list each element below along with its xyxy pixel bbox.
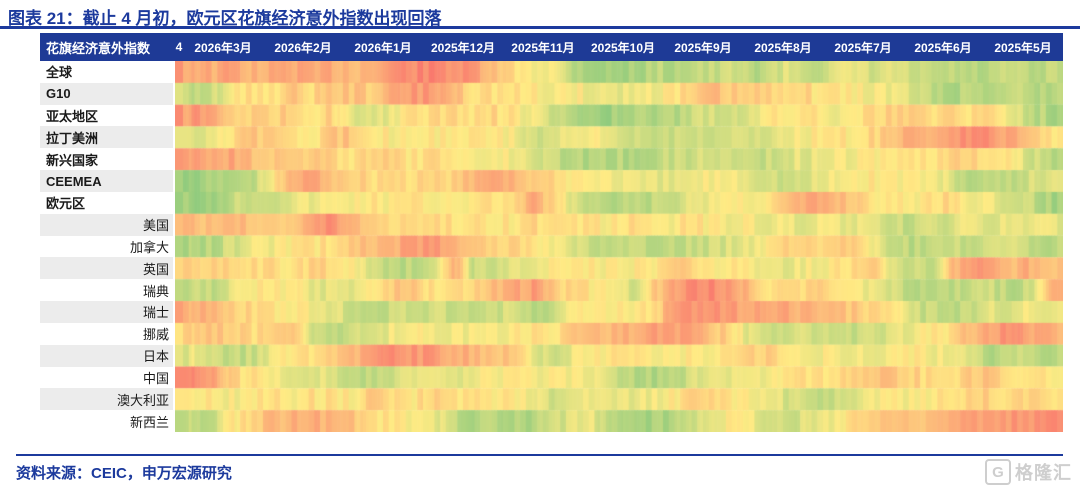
gelonghui-logo-icon: G xyxy=(985,459,1011,485)
row-label-G10: G10 xyxy=(40,82,173,105)
index-name-header: 花旗经济意外指数 xyxy=(46,40,151,56)
month-header: 2025年12月 xyxy=(430,40,496,55)
row-label-瑞典: 瑞典 xyxy=(142,283,169,299)
month-header: 2025年9月 xyxy=(674,40,732,55)
heatmap-canvas xyxy=(175,61,1063,432)
row-label-瑞士: 瑞士 xyxy=(40,301,173,323)
april-stub-header: 4 xyxy=(175,40,183,54)
row-label-加拿大: 加拿大 xyxy=(129,239,169,255)
month-header: 2026年3月 xyxy=(194,40,252,55)
row-label-column: 全球 G10 亚太地区 拉丁美洲新兴国家 CEEMEA 欧元区 美国加拿大英国瑞典瑞士挪威日… xyxy=(40,61,173,432)
figure-title: 图表 21：截止 4 月初，欧元区花旗经济意外指数出现回落 xyxy=(8,9,442,28)
month-header: 2025年8月 xyxy=(754,40,812,55)
row-label-新西兰: 新西兰 xyxy=(129,414,169,430)
heatmap-header-bar: 花旗经济意外指数 4 2026年3月 2026年2月 2026年1月 2025年12月… xyxy=(40,33,1063,61)
row-label-日本: 日本 xyxy=(40,344,173,367)
row-label-CEEMEA: CEEMEA xyxy=(40,170,173,192)
row-label-亚太地区: 亚太地区 xyxy=(46,109,99,125)
month-header: 2025年11月 xyxy=(511,40,575,55)
month-header: 2025年10月 xyxy=(590,40,656,55)
title-underline xyxy=(0,26,1080,29)
footer-divider xyxy=(16,454,1063,456)
month-header: 2025年5月 xyxy=(994,40,1052,55)
month-header: 2026年2月 xyxy=(274,40,332,55)
gelonghui-watermark: G 格隆汇 xyxy=(985,459,1072,485)
row-label-美国: 美国 xyxy=(40,213,173,236)
gelonghui-logo-text: 格隆汇 xyxy=(1015,463,1072,483)
row-label-全球: 全球 xyxy=(46,65,73,81)
row-label-新兴国家: 新兴国家 xyxy=(46,152,99,168)
month-header: 2025年7月 xyxy=(834,40,892,55)
row-label-拉丁美洲: 拉丁美洲 xyxy=(40,126,173,149)
row-label-欧元区: 欧元区 xyxy=(46,196,86,212)
row-label-英国: 英国 xyxy=(40,257,173,280)
month-header: 2026年1月 xyxy=(354,40,412,55)
month-header: 2025年6月 xyxy=(914,40,972,55)
row-label-澳大利亚: 澳大利亚 xyxy=(40,388,173,411)
row-label-中国: 中国 xyxy=(142,370,169,386)
row-label-挪威: 挪威 xyxy=(142,327,169,343)
month-header-row: 2026年3月 2026年2月 2026年1月 2025年12月 2025年11月 202… xyxy=(183,33,1063,61)
source-note: 资料来源：CEIC，申万宏源研究 xyxy=(16,465,232,482)
